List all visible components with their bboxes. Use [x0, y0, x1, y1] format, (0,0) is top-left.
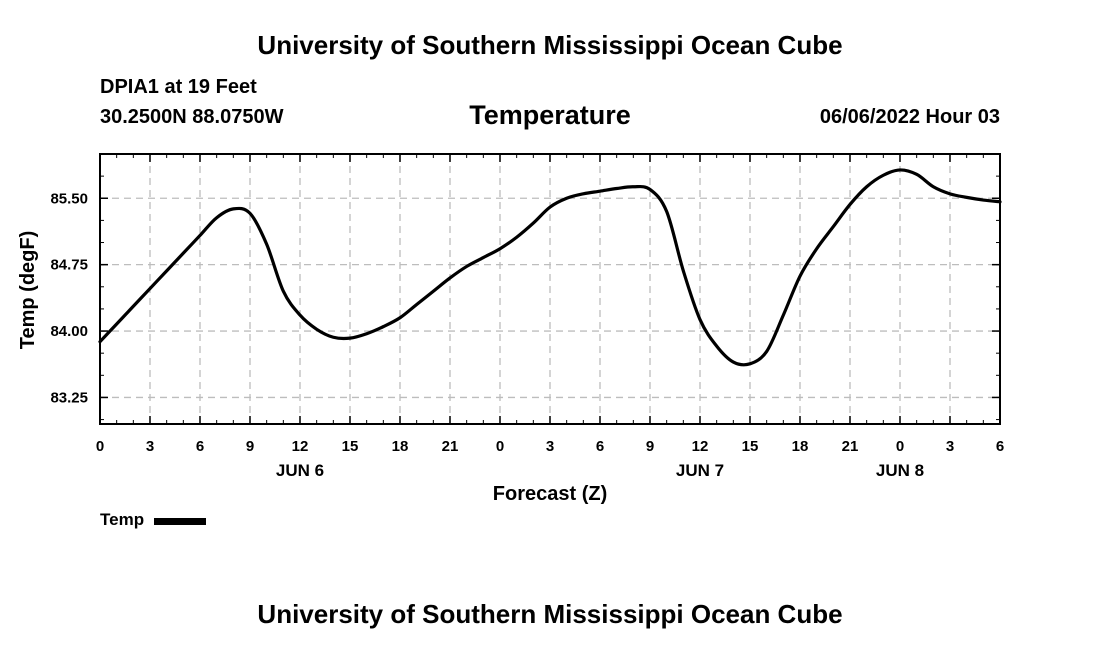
- x-tick-label: 12: [692, 438, 709, 455]
- x-tick-label: 9: [246, 438, 254, 455]
- x-tick-label: 3: [146, 438, 154, 455]
- x-tick-label: 15: [342, 438, 359, 455]
- x-tick-label: 15: [742, 438, 759, 455]
- x-tick-label: 9: [646, 438, 654, 455]
- x-tick-label: 0: [96, 438, 104, 455]
- grid-layer: [100, 154, 1000, 424]
- temp-series-line: [98, 168, 1002, 367]
- x-axis-label: Forecast (Z): [493, 483, 607, 505]
- x-tick-label: 3: [946, 438, 954, 455]
- legend: Temp: [100, 510, 207, 530]
- x-tick-label: 12: [292, 438, 309, 455]
- legend-line-swatch: [154, 517, 207, 525]
- station-coordinates: 30.2500N 88.0750W: [100, 106, 284, 128]
- day-label: JUN 6: [276, 461, 324, 480]
- footer-title: University of Southern Mississippi Ocean…: [257, 599, 843, 629]
- y-tick-label: 84.00: [50, 323, 88, 340]
- x-tick-label: 0: [896, 438, 904, 455]
- station-label: DPIA1 at 19 Feet: [100, 76, 257, 98]
- x-tick-label: 21: [442, 438, 459, 455]
- chart-title: Temperature: [469, 100, 631, 130]
- x-tick-label: 18: [792, 438, 809, 455]
- y-tick-label: 84.75: [50, 257, 88, 274]
- x-tick-label: 18: [392, 438, 409, 455]
- page-title: University of Southern Mississippi Ocean…: [257, 30, 843, 60]
- issue-time: 06/06/2022 Hour 03: [819, 106, 1000, 128]
- tick-layer: 0 3 6 9 12 15 18 21 0 3 6 9 12 15 18 21 0 3 6 83.25 84.00 84.…: [50, 154, 1004, 480]
- x-tick-label: 6: [996, 438, 1004, 455]
- legend-label: Temp: [100, 510, 145, 529]
- y-tick-label: 83.25: [50, 389, 88, 406]
- day-label: JUN 8: [876, 461, 924, 480]
- y-tick-label: 85.50: [50, 190, 88, 207]
- x-tick-label: 0: [496, 438, 504, 455]
- x-tick-label: 6: [196, 438, 204, 455]
- x-tick-label: 21: [842, 438, 859, 455]
- series-layer: [98, 168, 1002, 367]
- day-label: JUN 7: [676, 461, 724, 480]
- x-tick-label: 6: [596, 438, 604, 455]
- y-axis-label: Temp (degF): [17, 231, 39, 350]
- x-tick-label: 3: [546, 438, 554, 455]
